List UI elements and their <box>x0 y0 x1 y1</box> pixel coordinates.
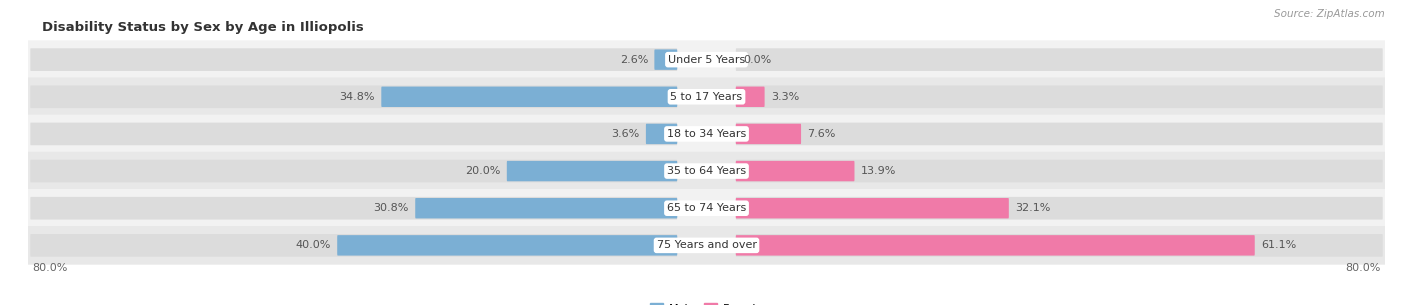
Text: 75 Years and over: 75 Years and over <box>657 240 756 250</box>
FancyBboxPatch shape <box>654 49 678 70</box>
FancyBboxPatch shape <box>31 197 678 220</box>
Text: 7.6%: 7.6% <box>807 129 835 139</box>
Text: 61.1%: 61.1% <box>1261 240 1296 250</box>
Text: 20.0%: 20.0% <box>465 166 501 176</box>
FancyBboxPatch shape <box>28 115 1385 153</box>
FancyBboxPatch shape <box>31 85 678 108</box>
FancyBboxPatch shape <box>31 123 678 145</box>
Text: 13.9%: 13.9% <box>860 166 896 176</box>
Legend: Male, Female: Male, Female <box>650 303 763 305</box>
Text: 3.3%: 3.3% <box>770 92 799 102</box>
FancyBboxPatch shape <box>337 235 678 256</box>
FancyBboxPatch shape <box>28 189 1385 228</box>
Text: 0.0%: 0.0% <box>742 55 772 65</box>
Text: 65 to 74 Years: 65 to 74 Years <box>666 203 747 213</box>
FancyBboxPatch shape <box>735 85 1382 108</box>
FancyBboxPatch shape <box>735 235 1254 256</box>
FancyBboxPatch shape <box>28 77 1385 116</box>
Text: 80.0%: 80.0% <box>1346 263 1381 273</box>
FancyBboxPatch shape <box>506 161 678 181</box>
Text: 5 to 17 Years: 5 to 17 Years <box>671 92 742 102</box>
FancyBboxPatch shape <box>28 226 1385 265</box>
Text: 32.1%: 32.1% <box>1015 203 1050 213</box>
FancyBboxPatch shape <box>735 197 1382 220</box>
Text: Under 5 Years: Under 5 Years <box>668 55 745 65</box>
FancyBboxPatch shape <box>735 87 765 107</box>
Text: 3.6%: 3.6% <box>612 129 640 139</box>
FancyBboxPatch shape <box>381 87 678 107</box>
Text: 80.0%: 80.0% <box>32 263 67 273</box>
FancyBboxPatch shape <box>31 160 678 182</box>
Text: 18 to 34 Years: 18 to 34 Years <box>666 129 747 139</box>
FancyBboxPatch shape <box>31 234 678 257</box>
FancyBboxPatch shape <box>735 234 1382 257</box>
FancyBboxPatch shape <box>735 198 1010 218</box>
FancyBboxPatch shape <box>31 48 678 71</box>
Text: 40.0%: 40.0% <box>295 240 330 250</box>
Text: Source: ZipAtlas.com: Source: ZipAtlas.com <box>1274 9 1385 19</box>
FancyBboxPatch shape <box>28 40 1385 79</box>
FancyBboxPatch shape <box>735 160 1382 182</box>
Text: 2.6%: 2.6% <box>620 55 648 65</box>
FancyBboxPatch shape <box>735 123 1382 145</box>
FancyBboxPatch shape <box>645 124 678 144</box>
FancyBboxPatch shape <box>735 161 855 181</box>
Text: 34.8%: 34.8% <box>339 92 375 102</box>
Text: 30.8%: 30.8% <box>374 203 409 213</box>
Text: 35 to 64 Years: 35 to 64 Years <box>666 166 747 176</box>
FancyBboxPatch shape <box>735 124 801 144</box>
FancyBboxPatch shape <box>28 152 1385 190</box>
FancyBboxPatch shape <box>415 198 678 218</box>
FancyBboxPatch shape <box>735 48 1382 71</box>
Text: Disability Status by Sex by Age in Illiopolis: Disability Status by Sex by Age in Illio… <box>42 21 363 34</box>
